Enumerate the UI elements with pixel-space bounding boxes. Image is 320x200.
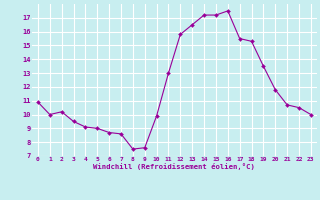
X-axis label: Windchill (Refroidissement éolien,°C): Windchill (Refroidissement éolien,°C) bbox=[93, 163, 255, 170]
